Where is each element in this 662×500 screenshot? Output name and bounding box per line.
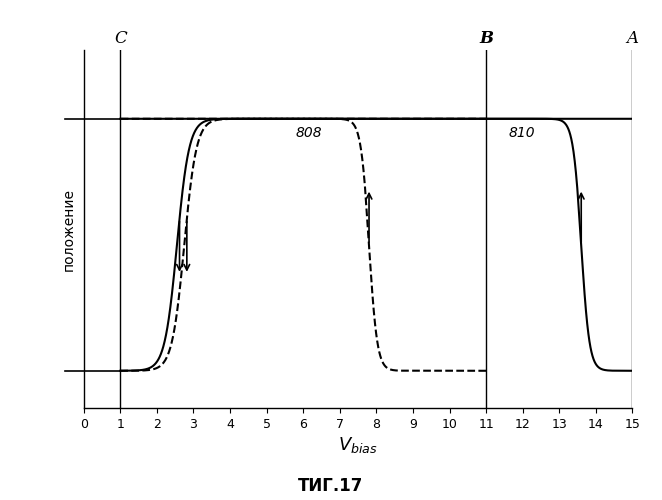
Text: 808: 808 bbox=[296, 126, 322, 140]
X-axis label: $V_{bias}$: $V_{bias}$ bbox=[338, 435, 378, 455]
Text: A: A bbox=[626, 30, 638, 47]
Text: ΤИГ.17: ΤИГ.17 bbox=[299, 477, 363, 495]
Y-axis label: положение: положение bbox=[62, 188, 75, 270]
Text: 810: 810 bbox=[508, 126, 535, 140]
Text: B: B bbox=[479, 30, 493, 47]
Text: C: C bbox=[114, 30, 126, 47]
